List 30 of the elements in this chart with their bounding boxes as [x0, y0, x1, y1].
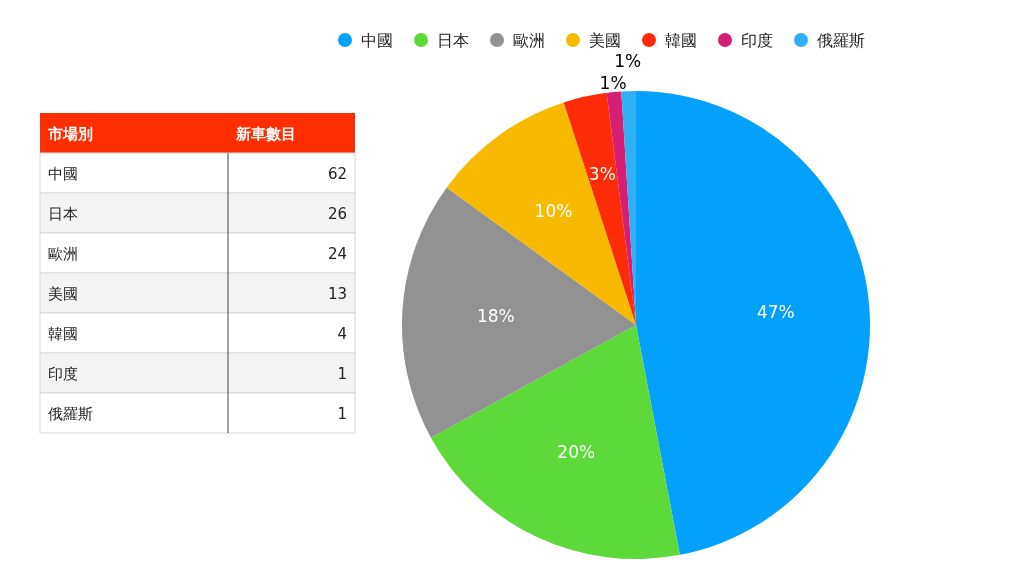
- legend-label: 美國: [589, 31, 621, 50]
- text: 市場別: [47, 125, 93, 143]
- data-label: 3%: [588, 164, 616, 185]
- data-label: 26: [327, 205, 347, 223]
- data-label: 20%: [557, 442, 596, 463]
- data-label: 1%: [614, 50, 642, 71]
- legend-label: 印度: [741, 31, 773, 50]
- text: 新車數目: [235, 125, 296, 143]
- data-label: 4: [337, 325, 347, 343]
- category-label: 美國: [48, 285, 78, 303]
- data-label: 24: [327, 245, 347, 263]
- data-label: 47%: [756, 301, 795, 322]
- category-label: 韓國: [48, 325, 78, 343]
- data-label: 13: [327, 285, 347, 303]
- category-label: 俄羅斯: [48, 405, 93, 423]
- legend-label: 韓國: [665, 31, 697, 50]
- data-label: 10%: [534, 201, 573, 222]
- legend-label: 日本: [437, 31, 469, 50]
- category-label: 印度: [48, 365, 78, 383]
- category-label: 日本: [48, 205, 78, 223]
- legend-label: 俄羅斯: [817, 31, 865, 50]
- category-label: 中國: [48, 165, 78, 183]
- data-label: 1: [337, 365, 347, 383]
- data-label: 1%: [599, 72, 627, 93]
- data-label: 62: [327, 165, 347, 183]
- legend-label: 中國: [361, 31, 393, 50]
- category-label: 歐洲: [48, 245, 78, 263]
- data-label: 1: [337, 405, 347, 423]
- data-label: 18%: [476, 306, 515, 327]
- legend-label: 歐洲: [513, 31, 545, 50]
